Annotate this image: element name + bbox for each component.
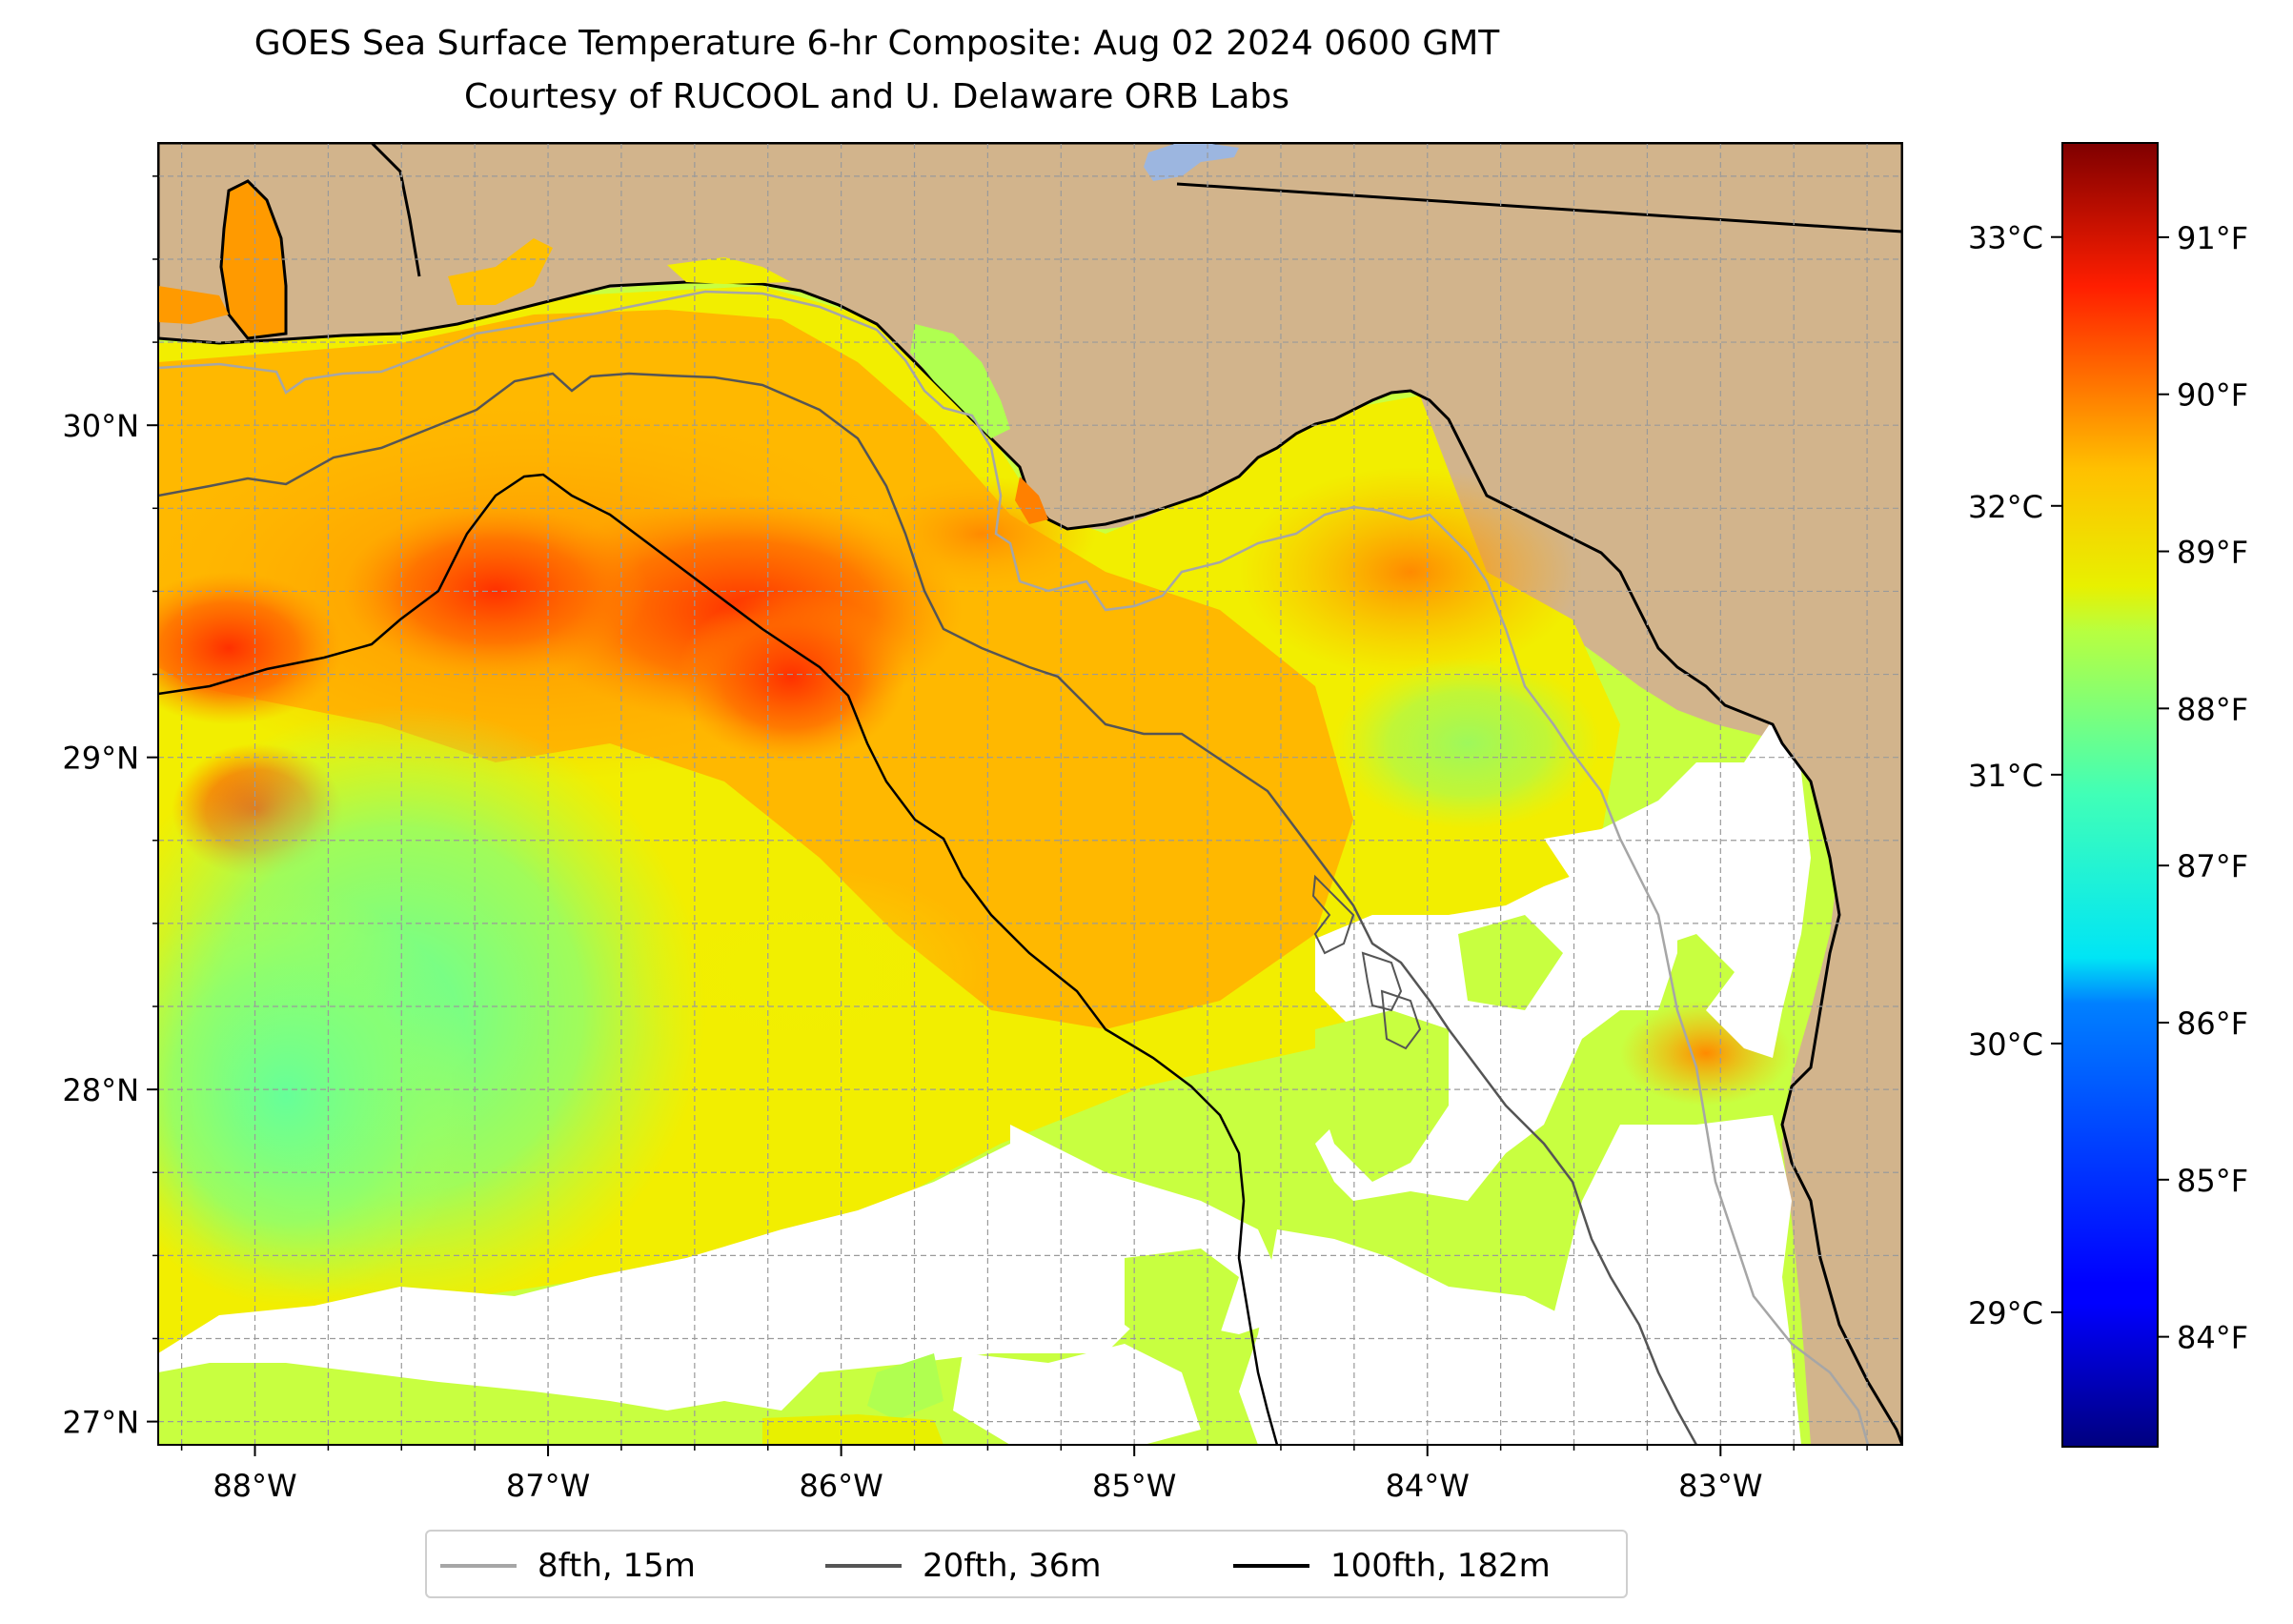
fahrenheit-tick-label: 88°F xyxy=(2177,691,2248,727)
fahrenheit-tick-label: 89°F xyxy=(2177,535,2248,571)
colorbar-celsius-axis: 29°C 30°C 31°C 32°C 33°C xyxy=(1968,220,2062,1331)
legend-swatch-8fth xyxy=(440,1564,517,1568)
celsius-tick-label: 29°C xyxy=(1968,1295,2043,1331)
fahrenheit-tick-label: 86°F xyxy=(2177,1005,2248,1042)
map-frame xyxy=(157,142,1903,1446)
lon-tick-label: 83°W xyxy=(1678,1468,1762,1504)
coastline xyxy=(158,143,1902,1445)
legend-swatch-20fth xyxy=(825,1564,902,1568)
fahrenheit-tick-label: 90°F xyxy=(2177,377,2248,414)
bathymetry-contours xyxy=(158,290,1870,1445)
celsius-tick-label: 33°C xyxy=(1968,220,2043,256)
celsius-tick-label: 31°C xyxy=(1968,758,2043,794)
celsius-tick-label: 30°C xyxy=(1968,1026,2043,1063)
legend-label-20fth: 20fth, 36m xyxy=(923,1547,1102,1585)
fahrenheit-tick-label: 91°F xyxy=(2177,220,2248,256)
no-data-regions xyxy=(158,705,1811,1445)
celsius-tick-label: 32°C xyxy=(1968,489,2043,525)
lon-tick-label: 85°W xyxy=(1092,1468,1176,1504)
sst-field xyxy=(158,172,1839,1445)
legend-item-100fth: 100fth, 182m xyxy=(1233,1532,1551,1600)
lon-tick-label: 86°W xyxy=(799,1468,883,1504)
lake xyxy=(1144,143,1239,181)
legend-swatch-100fth xyxy=(1233,1564,1309,1568)
state-boundary xyxy=(1176,182,1902,233)
fahrenheit-tick-label: 84°F xyxy=(2177,1320,2248,1356)
lat-tick-label: 27°N xyxy=(62,1405,139,1441)
lon-tick-label: 84°W xyxy=(1386,1468,1470,1504)
state-boundary xyxy=(370,143,421,277)
longitude-axis: 88°W 87°W 86°W 85°W 84°W 83°W xyxy=(180,1445,1868,1504)
map-area xyxy=(158,143,1902,1445)
contour-20fth xyxy=(158,372,1698,1445)
colorbar-frame xyxy=(2061,142,2159,1448)
colorbar-fahrenheit-axis: 84°F 85°F 86°F 87°F 88°F 89°F 90°F 91°F xyxy=(2158,220,2248,1356)
legend: 8fth, 15m 20fth, 36m 100fth, 182m xyxy=(425,1530,1628,1598)
colorbar: 29°C 30°C 31°C 32°C 33°C 84°F 85°F 86°F 87°F 88°… xyxy=(1968,142,2248,1448)
legend-item-20fth: 20fth, 36m xyxy=(825,1532,1102,1600)
map-subtitle: Courtesy of RUCOOL and U. Delaware ORB L… xyxy=(463,77,1290,116)
colorbar-gradient xyxy=(2062,143,2158,1447)
lat-tick-label: 29°N xyxy=(62,741,139,777)
legend-label-100fth: 100fth, 182m xyxy=(1330,1547,1551,1585)
fahrenheit-tick-label: 87°F xyxy=(2177,848,2248,884)
latitude-axis: 27°N 28°N 29°N 30°N xyxy=(62,175,158,1441)
map-title: GOES Sea Surface Temperature 6-hr Compos… xyxy=(254,24,1500,63)
lat-tick-label: 30°N xyxy=(62,408,139,444)
contour-8fth xyxy=(158,290,1870,1445)
legend-item-8fth: 8fth, 15m xyxy=(440,1532,696,1600)
lon-tick-label: 87°W xyxy=(506,1468,590,1504)
contour-100fth xyxy=(158,473,1279,1445)
lat-tick-label: 28°N xyxy=(62,1072,139,1108)
lon-tick-label: 88°W xyxy=(213,1468,296,1504)
legend-label-8fth: 8fth, 15m xyxy=(538,1547,696,1585)
fahrenheit-tick-label: 85°F xyxy=(2177,1163,2248,1199)
gridlines xyxy=(158,143,1902,1445)
